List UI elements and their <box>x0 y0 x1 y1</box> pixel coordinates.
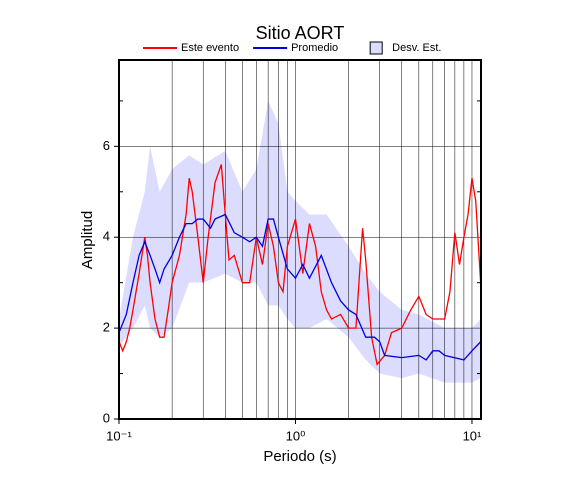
legend-label: Desv. Est. <box>392 42 441 54</box>
x-tick-label: 10⁻¹ <box>106 428 132 443</box>
legend-swatch <box>369 41 383 55</box>
chart-title: Sitio AORT <box>256 23 345 43</box>
x-axis-label: Periodo (s) <box>263 448 336 465</box>
x-tick-label: 10¹ <box>463 428 482 443</box>
legend-label: Este evento <box>181 42 239 54</box>
y-tick-label: 4 <box>103 229 110 244</box>
series-line <box>118 213 482 361</box>
y-tick-label: 6 <box>103 138 110 153</box>
y-tick-label: 0 <box>103 410 110 425</box>
x-tick-label: 10⁰ <box>286 428 306 443</box>
legend-label: Promedio <box>291 42 338 54</box>
plot-frame <box>118 59 482 420</box>
y-axis-label: Amplitud <box>79 211 96 269</box>
std-band <box>119 100 481 383</box>
y-tick-label: 2 <box>103 320 110 335</box>
series-line <box>118 164 482 366</box>
